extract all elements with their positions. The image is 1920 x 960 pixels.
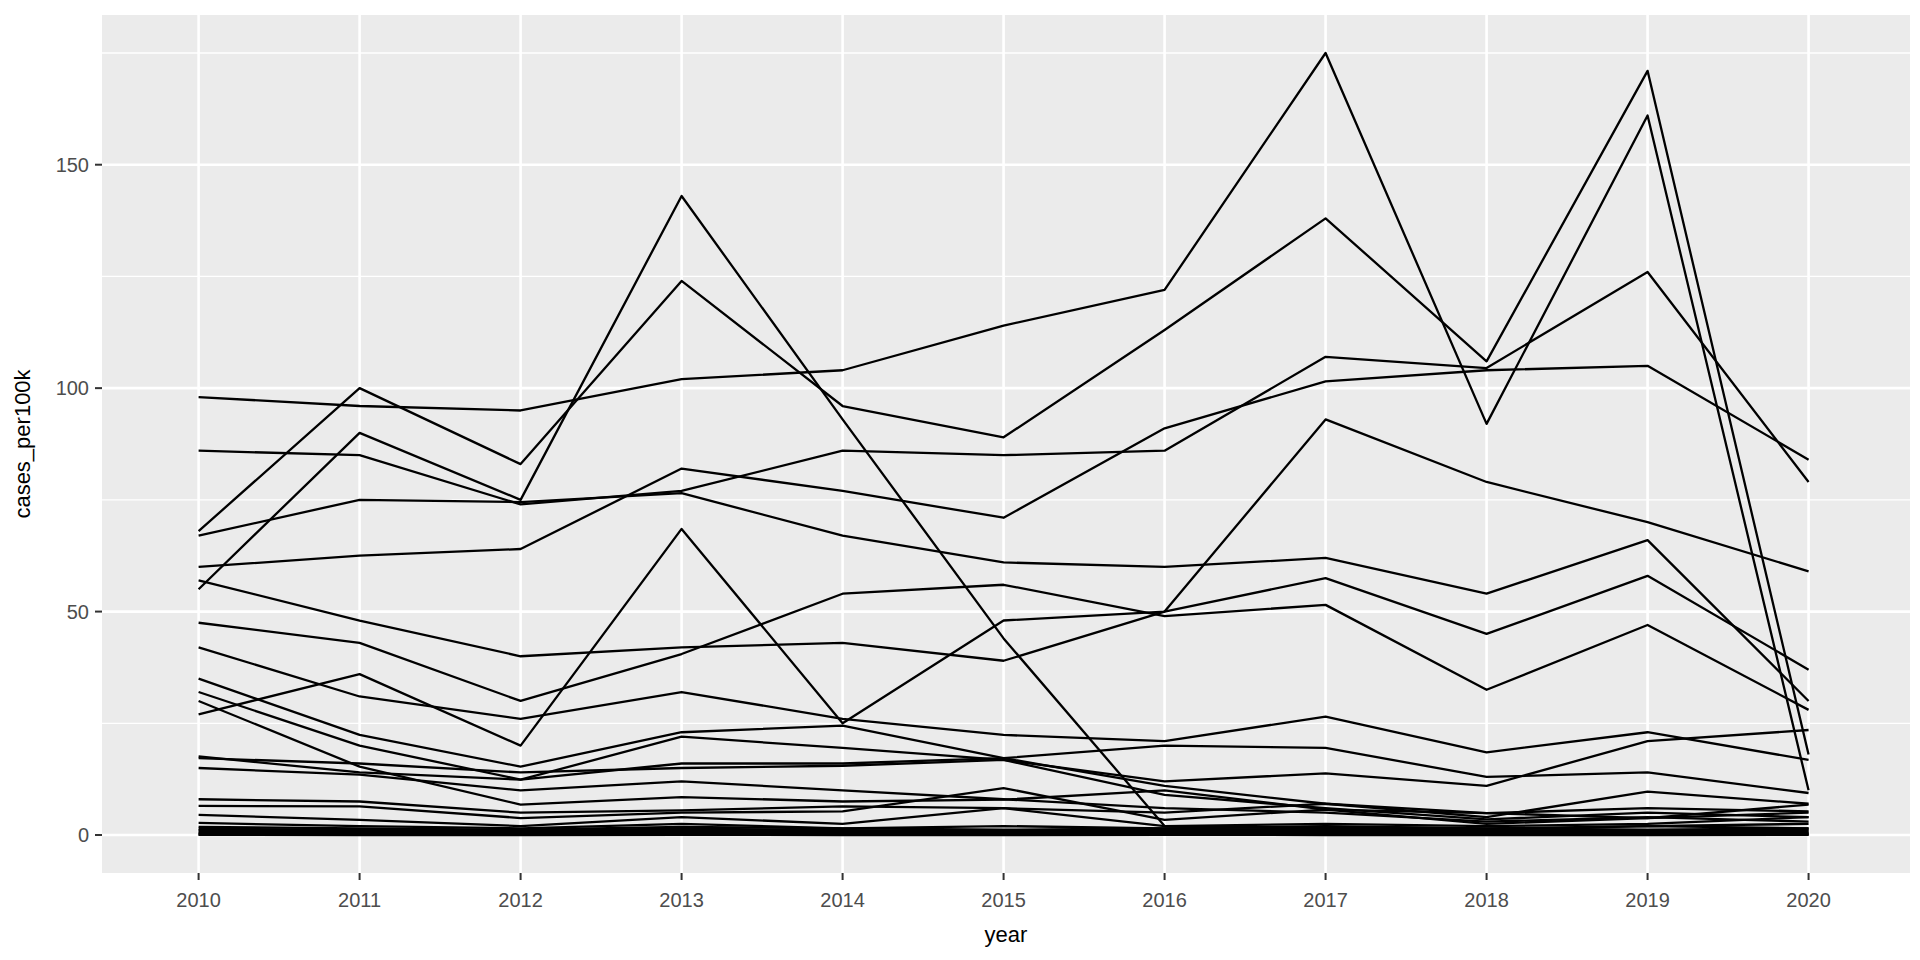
x-tick-label: 2018 [1464, 889, 1509, 911]
y-tick-label: 100 [56, 377, 89, 399]
x-tick-label: 2016 [1142, 889, 1187, 911]
line-chart-figure: 2010 2011 2012 2013 2014 2015 2016 2017 2018 2019… [0, 0, 1920, 960]
x-tick-label: 2013 [659, 889, 704, 911]
x-tick-label: 2012 [498, 889, 543, 911]
x-tick-label: 2019 [1625, 889, 1670, 911]
x-tick-label: 2017 [1303, 889, 1348, 911]
x-tick-label: 2011 [338, 889, 381, 911]
y-axis-title: cases_per100k [10, 368, 35, 518]
x-axis-title: year [985, 922, 1028, 947]
x-tick-label: 2010 [176, 889, 221, 911]
x-tick-label: 2020 [1786, 889, 1831, 911]
x-tick-label: 2014 [820, 889, 865, 911]
y-tick-label: 150 [56, 154, 89, 176]
y-tick-label: 50 [67, 601, 89, 623]
x-tick-label: 2015 [981, 889, 1026, 911]
y-tick-label: 0 [78, 824, 89, 846]
chart-svg: 2010 2011 2012 2013 2014 2015 2016 2017 2018 2019… [0, 0, 1920, 960]
